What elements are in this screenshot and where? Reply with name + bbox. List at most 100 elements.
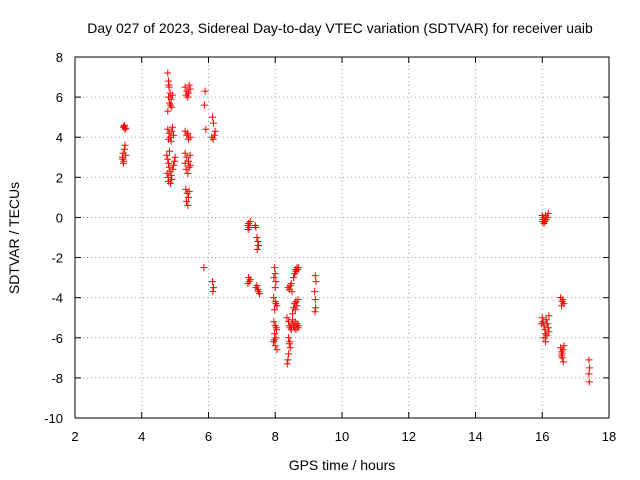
- y-tick-labels: -10 -8 -6 -4 -2 0 2 4 6 8: [44, 50, 63, 426]
- y-axis-label: SDTVAR / TECUs: [6, 182, 22, 294]
- x-tick-label: 16: [535, 429, 549, 444]
- data-point-plus-marker: [121, 141, 129, 149]
- data-point-plus-marker: [168, 127, 176, 135]
- y-tick-label: 8: [56, 50, 63, 65]
- data-point-plus-marker: [246, 217, 254, 225]
- data-point-plus-marker: [244, 225, 252, 233]
- data-point-plus-marker: [286, 344, 294, 352]
- data-point-plus-marker: [200, 264, 208, 272]
- data-point-plus-marker: [538, 217, 546, 225]
- data-point-plus-marker: [166, 179, 174, 187]
- data-point-plus-marker: [186, 133, 194, 141]
- data-point-plus-marker: [312, 304, 320, 312]
- data-point-plus-marker: [209, 278, 217, 286]
- x-tick-label: 14: [468, 429, 482, 444]
- data-point-plus-marker: [270, 294, 278, 302]
- data-point-plus-marker: [585, 378, 593, 386]
- data-point-plus-marker: [186, 85, 194, 93]
- y-tick-label: 2: [56, 170, 63, 185]
- chart-title: Day 027 of 2023, Sidereal Day-to-day VTE…: [87, 20, 593, 36]
- data-point-plus-marker: [182, 91, 190, 99]
- data-point-plus-marker: [271, 270, 279, 278]
- data-point-plus-marker: [270, 318, 278, 326]
- data-point-plus-marker: [122, 124, 130, 132]
- data-point-plus-marker: [545, 312, 553, 320]
- data-point-plus-marker: [271, 330, 279, 338]
- data-point-plus-marker: [120, 121, 128, 129]
- data-point-plus-marker: [185, 187, 193, 195]
- data-point-plus-marker: [184, 129, 192, 137]
- data-point-plus-marker: [295, 322, 303, 330]
- data-point-plus-marker: [164, 135, 172, 143]
- data-point-plus-marker: [558, 302, 566, 310]
- data-point-plus-marker: [271, 264, 279, 272]
- data-point-plus-marker: [186, 151, 194, 159]
- data-point-plus-marker: [209, 113, 217, 121]
- data-point-plus-marker: [285, 350, 293, 358]
- data-point-plus-marker: [181, 149, 189, 157]
- data-point-plus-marker: [293, 302, 301, 310]
- data-point-plus-marker: [560, 342, 568, 350]
- data-point-plus-marker: [557, 352, 565, 360]
- data-point-plus-marker: [289, 310, 297, 318]
- x-tick-label: 18: [602, 429, 616, 444]
- data-point-plus-marker: [272, 324, 280, 332]
- data-point-plus-marker: [184, 193, 192, 201]
- data-point-plus-marker: [285, 334, 293, 342]
- data-point-plus-marker: [164, 107, 172, 115]
- data-point-plus-marker: [286, 338, 294, 346]
- data-point-plus-marker: [542, 316, 550, 324]
- grid: [75, 57, 609, 418]
- data-point-plus-marker: [201, 87, 209, 95]
- data-point-plus-marker: [253, 246, 261, 254]
- data-point-plus-marker: [209, 288, 217, 296]
- data-point-plus-marker: [586, 364, 594, 372]
- data-point-plus-marker: [164, 155, 172, 163]
- data-point-plus-marker: [559, 346, 567, 354]
- data-point-plus-marker: [544, 324, 552, 332]
- data-point-plus-marker: [185, 163, 193, 171]
- data-point-plus-marker: [294, 296, 302, 304]
- data-point-plus-marker: [169, 165, 177, 173]
- data-point-plus-marker: [251, 221, 259, 229]
- data-point-plus-marker: [271, 284, 279, 292]
- plot-frame: [74, 56, 610, 419]
- data-point-plus-marker: [254, 238, 262, 246]
- y-tick-label: 0: [56, 210, 63, 225]
- data-point-plus-marker: [210, 284, 218, 292]
- data-point-plus-marker: [312, 278, 320, 286]
- data-point-plus-marker: [538, 320, 546, 328]
- y-tick-label: -6: [51, 331, 63, 346]
- y-tick-label: 4: [56, 130, 63, 145]
- data-point-plus-marker: [543, 213, 551, 221]
- data-point-plus-marker: [283, 360, 291, 368]
- data-point-plus-marker: [171, 153, 179, 161]
- data-point-plus-marker: [168, 123, 176, 131]
- data-point-plus-marker: [545, 328, 553, 336]
- data-point-plus-marker: [170, 157, 178, 165]
- data-point-plus-marker: [184, 169, 192, 177]
- data-point-plus-marker: [165, 81, 173, 89]
- y-tick-label: -10: [44, 411, 63, 426]
- data-point-plus-marker: [272, 278, 280, 286]
- y-tick-label: 6: [56, 90, 63, 105]
- data-point-plus-marker: [543, 332, 551, 340]
- x-tick-label: 10: [335, 429, 349, 444]
- data-point-plus-marker: [256, 290, 264, 298]
- data-point-plus-marker: [164, 173, 172, 181]
- data-point-plus-marker: [168, 91, 176, 99]
- data-point-plus-marker: [164, 125, 172, 133]
- data-point-plus-marker: [165, 163, 173, 171]
- x-axis-label: GPS time / hours: [289, 457, 396, 473]
- data-point-plus-marker: [585, 370, 593, 378]
- data-point-plus-marker: [273, 346, 281, 354]
- y-tick-label: -4: [51, 291, 63, 306]
- data-point-plus-marker: [246, 276, 254, 284]
- data-point-plus-marker: [165, 147, 173, 155]
- data-point-plus-marker: [544, 209, 552, 217]
- data-point-plus-marker: [119, 155, 127, 163]
- data-point-plus-marker: [185, 81, 193, 89]
- y-tick-label: -2: [51, 251, 63, 266]
- data-point-plus-marker: [169, 131, 177, 139]
